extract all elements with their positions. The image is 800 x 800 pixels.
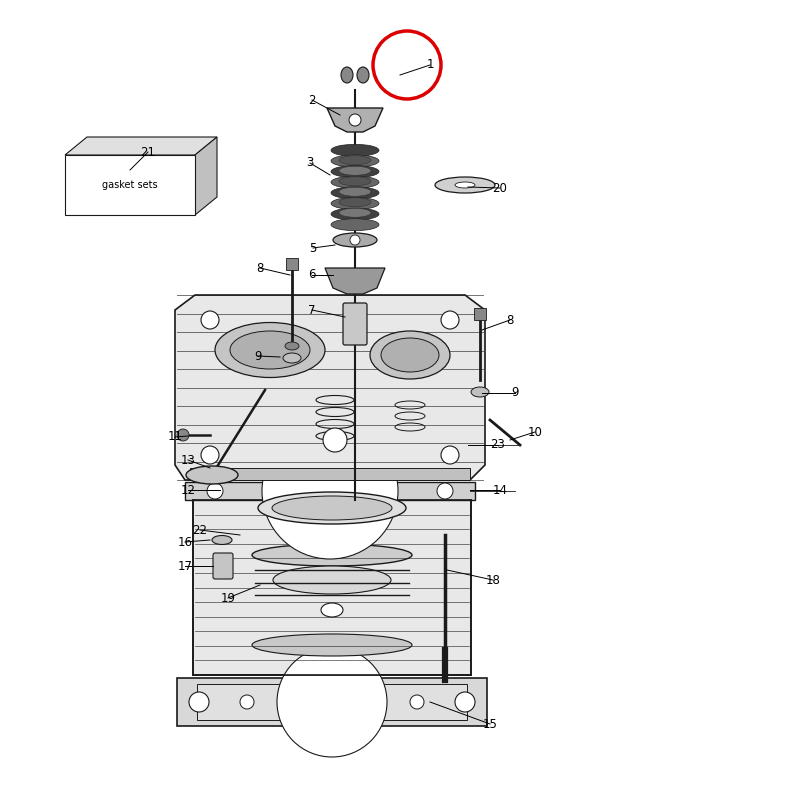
Circle shape xyxy=(201,446,219,464)
Ellipse shape xyxy=(252,634,412,656)
Circle shape xyxy=(201,311,219,329)
Ellipse shape xyxy=(285,342,299,350)
Circle shape xyxy=(177,429,189,441)
Bar xyxy=(177,678,487,726)
Ellipse shape xyxy=(339,208,371,218)
Text: 22: 22 xyxy=(193,523,207,537)
Ellipse shape xyxy=(331,176,379,188)
Text: 2: 2 xyxy=(308,94,316,106)
Ellipse shape xyxy=(471,387,489,397)
Text: 16: 16 xyxy=(178,535,193,549)
Text: 17: 17 xyxy=(178,559,193,573)
Text: 9: 9 xyxy=(511,386,518,399)
FancyBboxPatch shape xyxy=(213,553,233,579)
Ellipse shape xyxy=(331,218,379,230)
Ellipse shape xyxy=(252,544,412,566)
Bar xyxy=(474,308,486,320)
Text: 9: 9 xyxy=(254,350,262,362)
Ellipse shape xyxy=(339,187,371,196)
Text: 15: 15 xyxy=(482,718,498,730)
Polygon shape xyxy=(327,108,383,132)
Ellipse shape xyxy=(333,233,377,247)
Ellipse shape xyxy=(435,177,495,193)
Text: 12: 12 xyxy=(181,483,195,497)
Bar xyxy=(252,555,412,645)
Bar xyxy=(197,684,467,720)
Text: 18: 18 xyxy=(486,574,501,586)
Circle shape xyxy=(240,695,254,709)
Text: 13: 13 xyxy=(181,454,195,466)
Text: 10: 10 xyxy=(527,426,542,438)
Ellipse shape xyxy=(331,187,379,199)
Bar xyxy=(286,258,298,270)
Ellipse shape xyxy=(331,208,379,220)
Text: 1: 1 xyxy=(426,58,434,71)
Polygon shape xyxy=(195,137,217,215)
Text: 7: 7 xyxy=(308,303,316,317)
Circle shape xyxy=(189,692,209,712)
Polygon shape xyxy=(65,137,217,155)
Text: 5: 5 xyxy=(310,242,317,254)
Circle shape xyxy=(207,483,223,499)
Ellipse shape xyxy=(230,331,310,369)
Polygon shape xyxy=(175,295,485,480)
Text: 14: 14 xyxy=(493,483,507,497)
Ellipse shape xyxy=(272,496,392,520)
Ellipse shape xyxy=(381,338,439,372)
Ellipse shape xyxy=(455,182,475,188)
Ellipse shape xyxy=(331,198,379,210)
Text: 3: 3 xyxy=(306,157,314,170)
Circle shape xyxy=(441,446,459,464)
Ellipse shape xyxy=(339,177,371,186)
Bar xyxy=(185,482,475,500)
Bar xyxy=(193,500,471,675)
Circle shape xyxy=(455,692,475,712)
Circle shape xyxy=(350,235,360,245)
Text: 20: 20 xyxy=(493,182,507,194)
Text: 6: 6 xyxy=(308,269,316,282)
Text: 11: 11 xyxy=(167,430,182,443)
FancyBboxPatch shape xyxy=(343,303,367,345)
Circle shape xyxy=(262,423,398,559)
Text: 23: 23 xyxy=(490,438,506,451)
Circle shape xyxy=(441,311,459,329)
Circle shape xyxy=(410,695,424,709)
Ellipse shape xyxy=(331,144,379,156)
Ellipse shape xyxy=(186,466,238,484)
Bar xyxy=(65,155,195,215)
Ellipse shape xyxy=(273,566,391,594)
Ellipse shape xyxy=(212,535,232,545)
Ellipse shape xyxy=(339,166,371,175)
Ellipse shape xyxy=(215,322,325,378)
Ellipse shape xyxy=(339,156,371,165)
Ellipse shape xyxy=(357,67,369,83)
Ellipse shape xyxy=(370,331,450,379)
Polygon shape xyxy=(325,268,385,294)
Text: gasket sets: gasket sets xyxy=(102,180,158,190)
Ellipse shape xyxy=(283,353,301,363)
Text: 19: 19 xyxy=(221,591,235,605)
Ellipse shape xyxy=(341,67,353,83)
Circle shape xyxy=(437,483,453,499)
Bar xyxy=(190,468,470,480)
Ellipse shape xyxy=(331,155,379,167)
Ellipse shape xyxy=(339,198,371,206)
Circle shape xyxy=(277,647,387,757)
Ellipse shape xyxy=(321,603,343,617)
Circle shape xyxy=(323,428,347,452)
Text: 8: 8 xyxy=(256,262,264,274)
Ellipse shape xyxy=(331,166,379,178)
Ellipse shape xyxy=(258,492,406,524)
Circle shape xyxy=(349,114,361,126)
Text: 8: 8 xyxy=(506,314,514,326)
Text: 21: 21 xyxy=(141,146,155,158)
